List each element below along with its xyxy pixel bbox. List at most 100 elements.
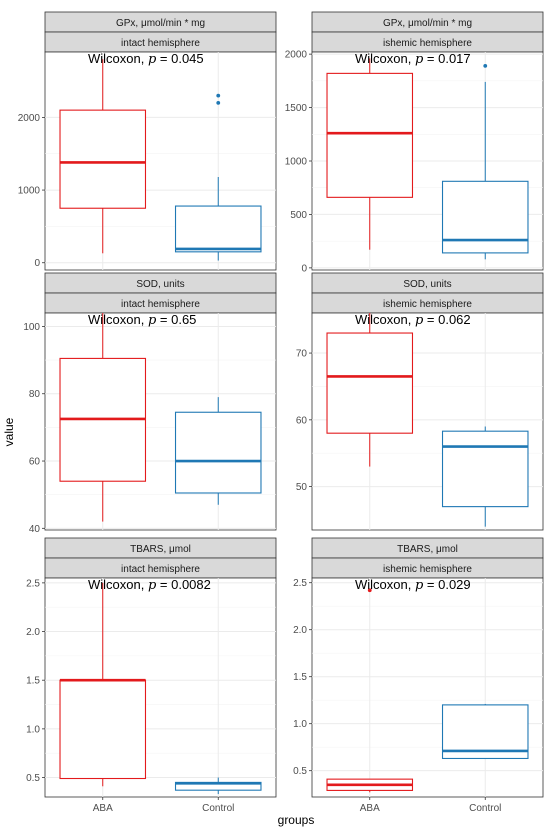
y-tick-label: 2000 — [285, 50, 308, 61]
strip-measure-label: TBARS, μmol — [130, 544, 191, 555]
y-tick-label: 50 — [296, 482, 308, 493]
box-aba — [326, 313, 414, 467]
wilcoxon-annotation: Wilcoxon, p = 0.0082 — [88, 577, 211, 593]
strip-measure-label: SOD, units — [403, 279, 451, 290]
y-tick-label: 1.0 — [293, 719, 307, 730]
y-tick-label: 0 — [301, 263, 307, 274]
box-control — [441, 703, 529, 760]
annotation-prefix: Wilcoxon, — [355, 577, 415, 592]
plot-area — [311, 577, 544, 798]
strip-hemisphere-label: ishemic hemisphere — [383, 564, 472, 575]
strip-hemisphere-label: ishemic hemisphere — [383, 299, 472, 310]
x-tick-label: ABA — [93, 803, 113, 814]
outlier-point — [216, 100, 221, 105]
annotation-value: = 0.062 — [423, 312, 470, 327]
annotation-p-symbol: p — [415, 313, 424, 328]
y-tick-label: 0 — [34, 258, 40, 269]
strip-measure-label: SOD, units — [136, 279, 184, 290]
box-iqr — [174, 411, 262, 494]
annotation-value: = 0.017 — [423, 51, 470, 66]
outlier-point — [367, 588, 372, 593]
box-iqr — [441, 704, 529, 760]
box-control — [441, 63, 529, 260]
facet-panel: SOD, units intact hemisphere 40 60 80 100 Wilc… — [23, 272, 277, 535]
strip-hemisphere-label: intact hemisphere — [121, 38, 200, 49]
annotation-prefix: Wilcoxon, — [355, 51, 415, 66]
y-tick-label: 70 — [296, 349, 308, 360]
box-aba — [59, 59, 147, 254]
box-iqr — [59, 679, 147, 780]
annotation-p-symbol: p — [415, 578, 424, 593]
y-tick-label: 1.5 — [26, 676, 40, 687]
x-tick-label: Control — [469, 803, 501, 814]
x-tick-label: ABA — [360, 803, 380, 814]
box-control — [441, 426, 529, 527]
wilcoxon-annotation: Wilcoxon, p = 0.017 — [355, 51, 471, 67]
x-axis-title: groups — [278, 813, 315, 827]
strip-hemisphere-label: intact hemisphere — [121, 299, 200, 310]
box-aba — [326, 58, 414, 250]
facet-panel: GPx, μmol/min * mg ishemic hemisphere 0 500… — [285, 11, 544, 274]
y-tick-label: 60 — [296, 415, 308, 426]
facet-panel: TBARS, μmol ishemic hemisphere 0.5 1.0 1.5 2.… — [293, 537, 544, 814]
y-tick-label: 2.5 — [293, 578, 307, 589]
box-iqr — [59, 109, 147, 209]
strip-hemisphere-label: intact hemisphere — [121, 564, 200, 575]
annotation-p-symbol: p — [148, 313, 157, 328]
box-control — [174, 397, 262, 505]
annotation-p-symbol: p — [415, 52, 424, 67]
annotation-prefix: Wilcoxon, — [355, 312, 415, 327]
y-tick-label: 2.0 — [26, 627, 40, 638]
annotation-value: = 0.029 — [423, 577, 470, 592]
y-tick-label: 40 — [29, 524, 41, 535]
strip-hemisphere-label: ishemic hemisphere — [383, 38, 472, 49]
box-iqr — [441, 430, 529, 508]
y-tick-label: 2.5 — [26, 578, 40, 589]
x-tick-label: Control — [202, 803, 234, 814]
y-tick-label: 0.5 — [293, 766, 307, 777]
y-tick-label: 2.0 — [293, 625, 307, 636]
facet-panel: TBARS, μmol intact hemisphere 0.5 1.0 1.5 2.0… — [26, 537, 277, 814]
strip-measure-label: GPx, μmol/min * mg — [116, 18, 205, 29]
box-iqr — [174, 205, 262, 253]
facet-panel: GPx, μmol/min * mg intact hemisphere 0 1000… — [18, 11, 277, 271]
strip-measure-label: TBARS, μmol — [397, 544, 458, 555]
box-iqr — [326, 332, 414, 434]
outlier-point — [483, 63, 488, 68]
annotation-value: = 0.65 — [156, 312, 196, 327]
annotation-value: = 0.0082 — [156, 577, 211, 592]
annotation-prefix: Wilcoxon, — [88, 51, 148, 66]
y-tick-label: 1000 — [18, 186, 41, 197]
wilcoxon-annotation: Wilcoxon, p = 0.65 — [88, 312, 196, 328]
box-aba — [326, 588, 414, 793]
y-tick-label: 1.0 — [26, 724, 40, 735]
y-tick-label: 1500 — [285, 103, 308, 114]
y-tick-label: 60 — [29, 457, 41, 468]
box-aba — [59, 582, 147, 787]
box-aba — [59, 313, 147, 522]
strip-measure-label: GPx, μmol/min * mg — [383, 18, 472, 29]
annotation-p-symbol: p — [148, 52, 157, 67]
y-tick-label: 100 — [23, 322, 40, 333]
y-axis-title: value — [2, 417, 16, 446]
y-tick-label: 500 — [290, 210, 307, 221]
box-control — [174, 777, 262, 795]
outlier-point — [216, 93, 221, 98]
wilcoxon-annotation: Wilcoxon, p = 0.045 — [88, 51, 204, 67]
wilcoxon-annotation: Wilcoxon, p = 0.062 — [355, 312, 471, 328]
y-tick-label: 80 — [29, 389, 41, 400]
y-tick-label: 2000 — [18, 113, 41, 124]
y-tick-label: 0.5 — [26, 773, 40, 784]
annotation-value: = 0.045 — [156, 51, 203, 66]
y-tick-label: 1.5 — [293, 672, 307, 683]
annotation-prefix: Wilcoxon, — [88, 577, 148, 592]
box-iqr — [326, 72, 414, 198]
annotation-prefix: Wilcoxon, — [88, 312, 148, 327]
box-iqr — [441, 180, 529, 254]
annotation-p-symbol: p — [148, 578, 157, 593]
wilcoxon-annotation: Wilcoxon, p = 0.029 — [355, 577, 471, 593]
box-control — [174, 93, 262, 261]
y-tick-label: 1000 — [285, 157, 308, 168]
facet-panel: SOD, units ishemic hemisphere 50 60 70 Wilcox… — [296, 272, 544, 531]
